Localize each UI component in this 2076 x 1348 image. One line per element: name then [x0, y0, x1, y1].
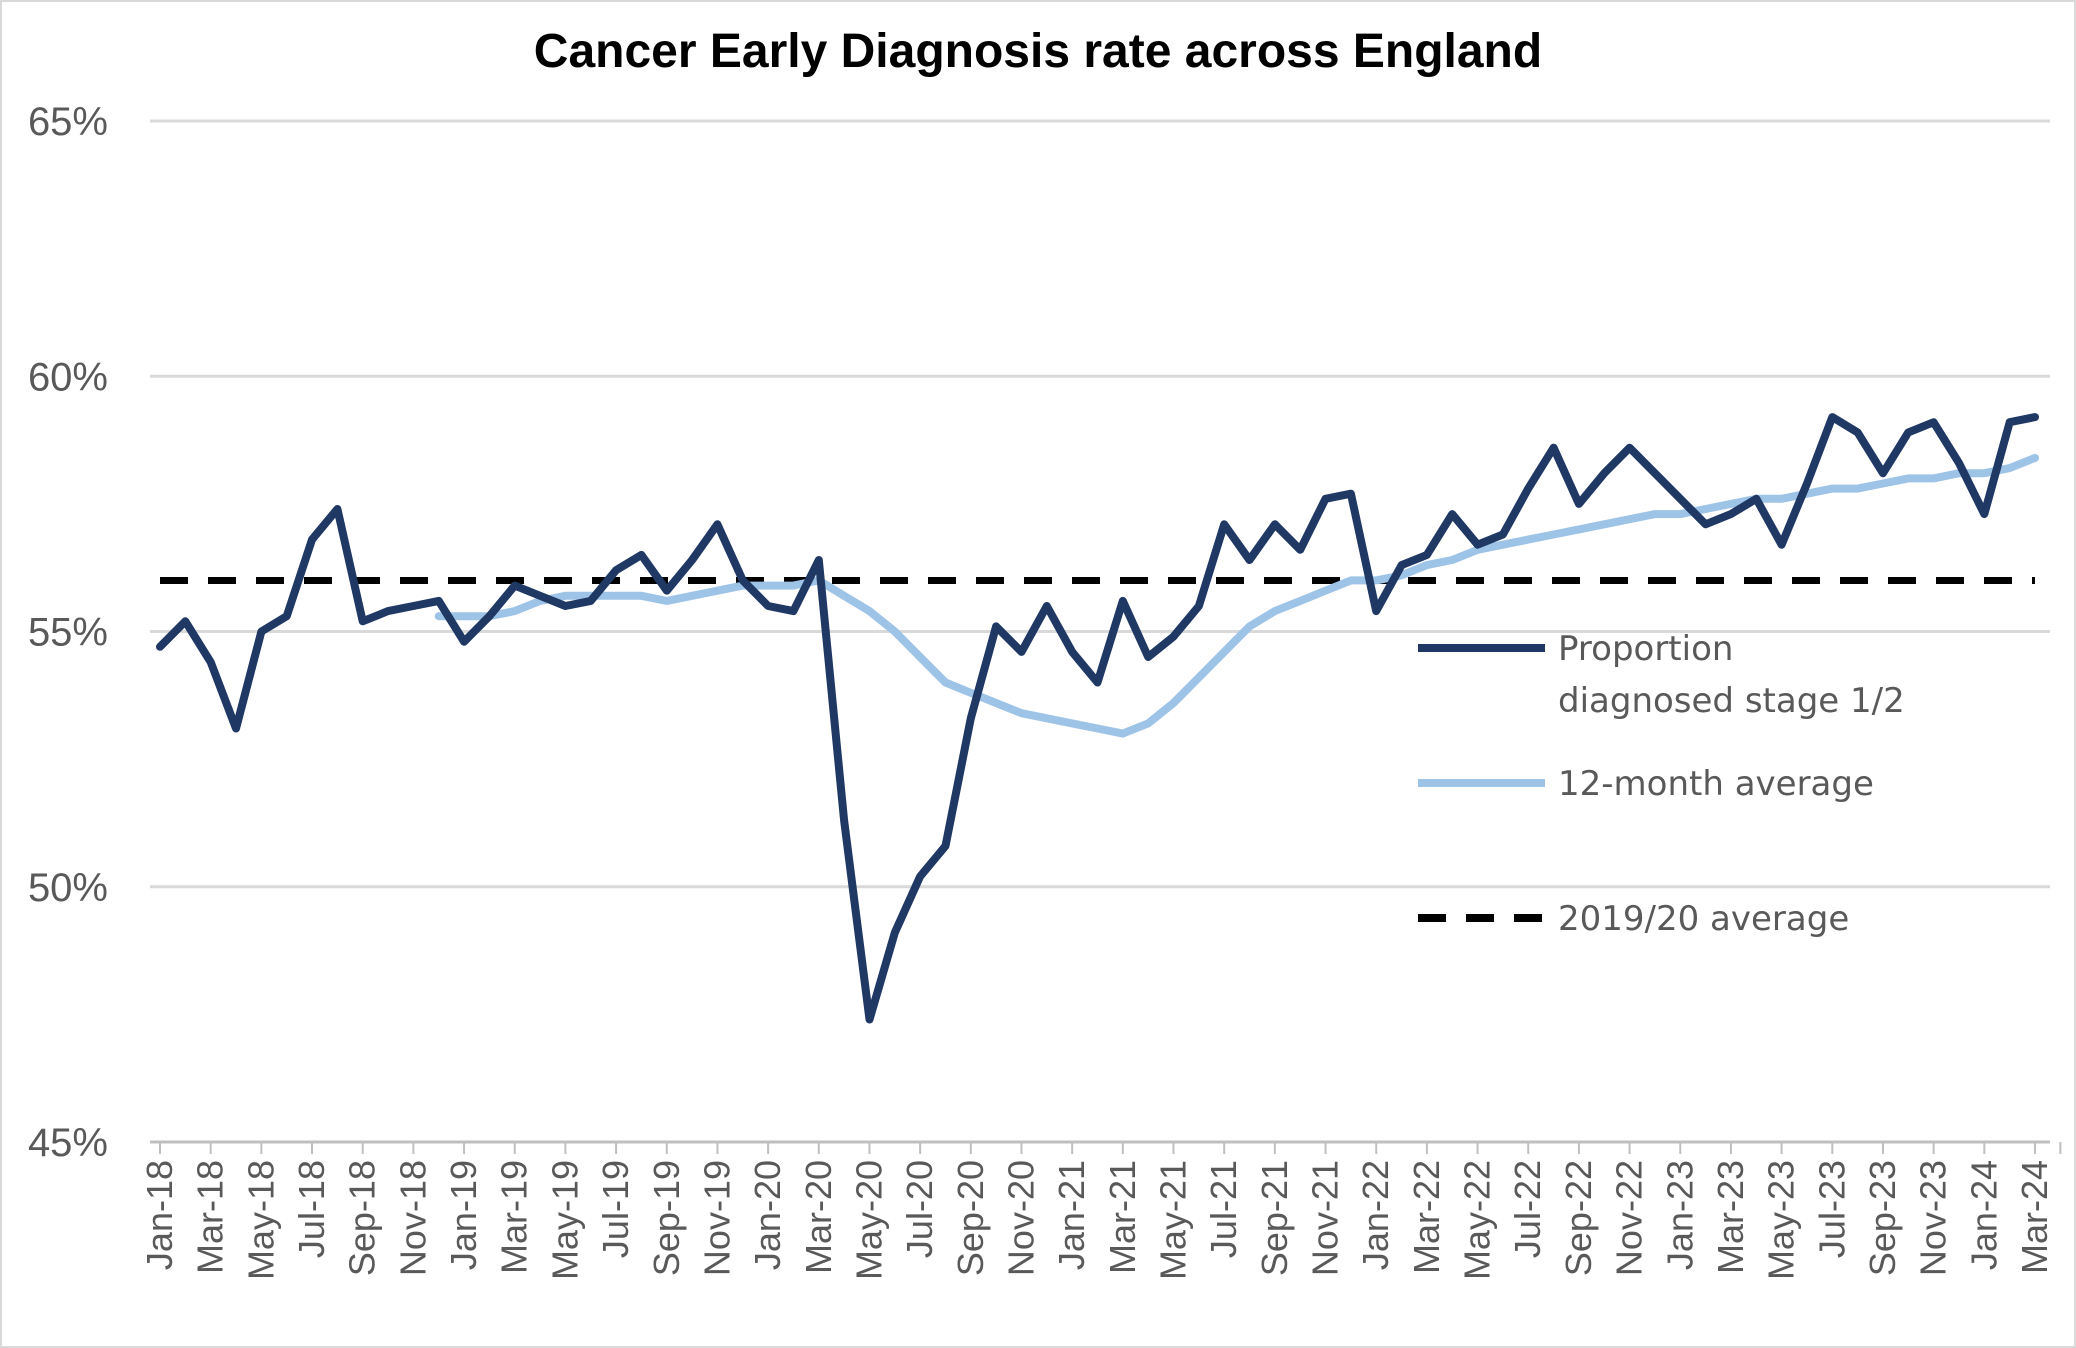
x-tick-label: Jul-23 — [1811, 1160, 1852, 1258]
y-tick-label: 55% — [28, 611, 108, 655]
x-tick-label: Sep-21 — [1254, 1160, 1295, 1276]
x-tick-label: Jan-21 — [1051, 1160, 1092, 1270]
x-tick-label: Sep-23 — [1862, 1160, 1903, 1276]
x-tick-label: Mar-23 — [1710, 1160, 1751, 1274]
x-tick-label: Nov-18 — [392, 1160, 433, 1276]
x-tick-label: Jan-23 — [1659, 1160, 1700, 1270]
x-tick-label: Jan-22 — [1355, 1160, 1396, 1270]
x-tick-label: Nov-19 — [696, 1160, 737, 1276]
x-tick-label: Jan-19 — [443, 1160, 484, 1270]
y-tick-label: 50% — [28, 866, 108, 910]
legend-label: Proportion — [1558, 629, 1733, 669]
x-tick-label: Jul-21 — [1203, 1160, 1244, 1258]
x-tick-label: Jul-19 — [595, 1160, 636, 1258]
x-tick-label: Mar-19 — [494, 1160, 535, 1274]
x-tick-label: Sep-19 — [646, 1160, 687, 1276]
x-tick-label: Sep-20 — [950, 1160, 991, 1276]
x-tick-label: Nov-23 — [1913, 1160, 1954, 1276]
x-tick-label: Sep-18 — [342, 1160, 383, 1276]
x-tick-label: May-18 — [240, 1160, 281, 1280]
x-tick-label: Jul-22 — [1507, 1160, 1548, 1258]
series-12-month-average-line — [434, 453, 2039, 738]
x-tick-label: Jan-20 — [747, 1160, 788, 1270]
x-tick-label: Mar-20 — [798, 1160, 839, 1274]
chart-title: Cancer Early Diagnosis rate across Engla… — [533, 25, 1543, 78]
x-tick-label: Nov-22 — [1609, 1160, 1650, 1276]
legend-label: 12-month average — [1558, 764, 1874, 804]
x-tick-label: Nov-20 — [1000, 1160, 1041, 1276]
x-tick-label: Mar-24 — [2014, 1160, 2055, 1274]
x-tick-label: May-19 — [544, 1160, 585, 1280]
y-tick-label: 65% — [28, 100, 108, 144]
x-tick-label: Jan-24 — [1963, 1160, 2004, 1270]
x-tick-label: Mar-22 — [1406, 1160, 1447, 1274]
legend-label: diagnosed stage 1/2 — [1558, 681, 1905, 721]
x-tick-label: Jan-18 — [139, 1160, 180, 1270]
x-tick-label: Nov-21 — [1305, 1160, 1346, 1276]
x-tick-label: Sep-22 — [1558, 1160, 1599, 1276]
x-tick-label: Mar-21 — [1102, 1160, 1143, 1274]
legend-label: 2019/20 average — [1558, 899, 1849, 939]
series-proportion-stage-1-2-line — [156, 413, 2039, 1024]
x-tick-label: Mar-18 — [190, 1160, 231, 1274]
x-tick-label: May-21 — [1153, 1160, 1194, 1280]
y-tick-label: 45% — [28, 1121, 108, 1165]
x-tick-label: Jul-20 — [899, 1160, 940, 1258]
y-tick-label: 60% — [28, 355, 108, 399]
x-tick-label: Jul-18 — [291, 1160, 332, 1258]
x-tick-label: May-20 — [848, 1160, 889, 1280]
x-tick-label: May-22 — [1457, 1160, 1498, 1280]
x-tick-label: May-23 — [1761, 1160, 1802, 1280]
